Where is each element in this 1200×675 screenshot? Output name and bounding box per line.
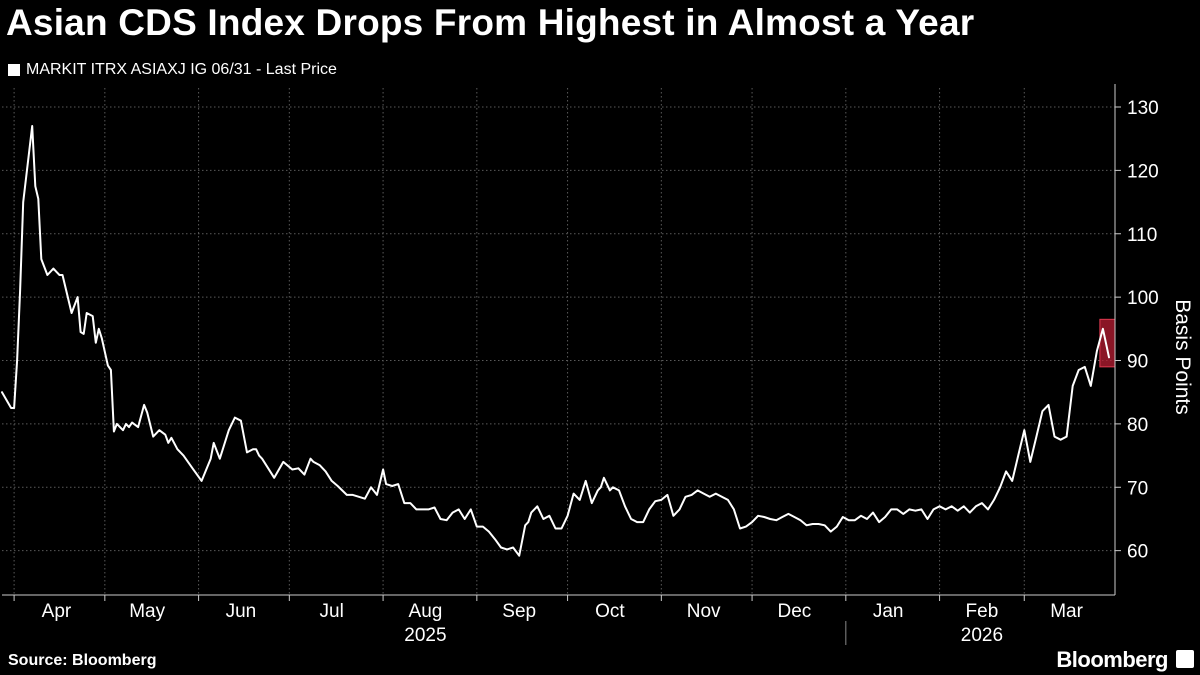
y-tick-label: 90: [1127, 352, 1148, 373]
y-tick-label: 80: [1127, 415, 1148, 436]
highlight-layer: [1099, 318, 1116, 368]
x-axis: Apr May Jun Jul Aug Sep Oct Nov Dec Jan Feb Mar 2025…: [2, 594, 1115, 646]
year-label: 2025: [404, 625, 446, 646]
x-tick-label: May: [129, 601, 165, 622]
x-tick-label: Jul: [320, 601, 344, 622]
series-line: [1, 125, 1110, 557]
x-tick-label: Apr: [42, 601, 72, 622]
legend: MARKIT ITRX ASIAXJ IG 06/31 - Last Price: [8, 60, 337, 80]
y-axis-label: Basis Points: [1171, 299, 1194, 415]
y-axis: 60 70 80 90 100 110 120 130: [1114, 84, 1159, 595]
series-layer: [1, 125, 1110, 557]
y-tick-label: 70: [1127, 478, 1148, 499]
x-tick-label: Jan: [873, 601, 904, 622]
x-tick-label: Feb: [966, 601, 999, 622]
chart-title: Asian CDS Index Drops From Highest in Al…: [6, 2, 975, 43]
bloomberg-logo-icon: [1176, 650, 1194, 668]
x-tick-label: Aug: [409, 601, 443, 622]
y-tick-label: 120: [1127, 161, 1159, 182]
x-tick-label: Nov: [687, 601, 721, 622]
y-tick-label: 60: [1127, 542, 1148, 563]
y-tick-label: 100: [1127, 288, 1159, 309]
x-tick-label: Jun: [226, 601, 257, 622]
y-tick-label: 110: [1127, 225, 1157, 246]
x-tick-label: Sep: [502, 601, 536, 622]
brand-wordmark: Bloomberg: [1056, 647, 1168, 672]
legend-label: MARKIT ITRX ASIAXJ IG 06/31 - Last Price: [26, 61, 337, 78]
x-tick-label: Mar: [1050, 601, 1083, 622]
legend-swatch: [8, 64, 20, 76]
x-tick-label: Oct: [595, 601, 625, 622]
x-tick-label: Dec: [778, 601, 812, 622]
y-tick-label: 130: [1127, 98, 1159, 119]
gridlines: [2, 88, 1115, 595]
highlight-box: [1099, 318, 1116, 368]
year-label: 2026: [961, 625, 1003, 646]
source-note: Source: Bloomberg: [8, 652, 157, 669]
